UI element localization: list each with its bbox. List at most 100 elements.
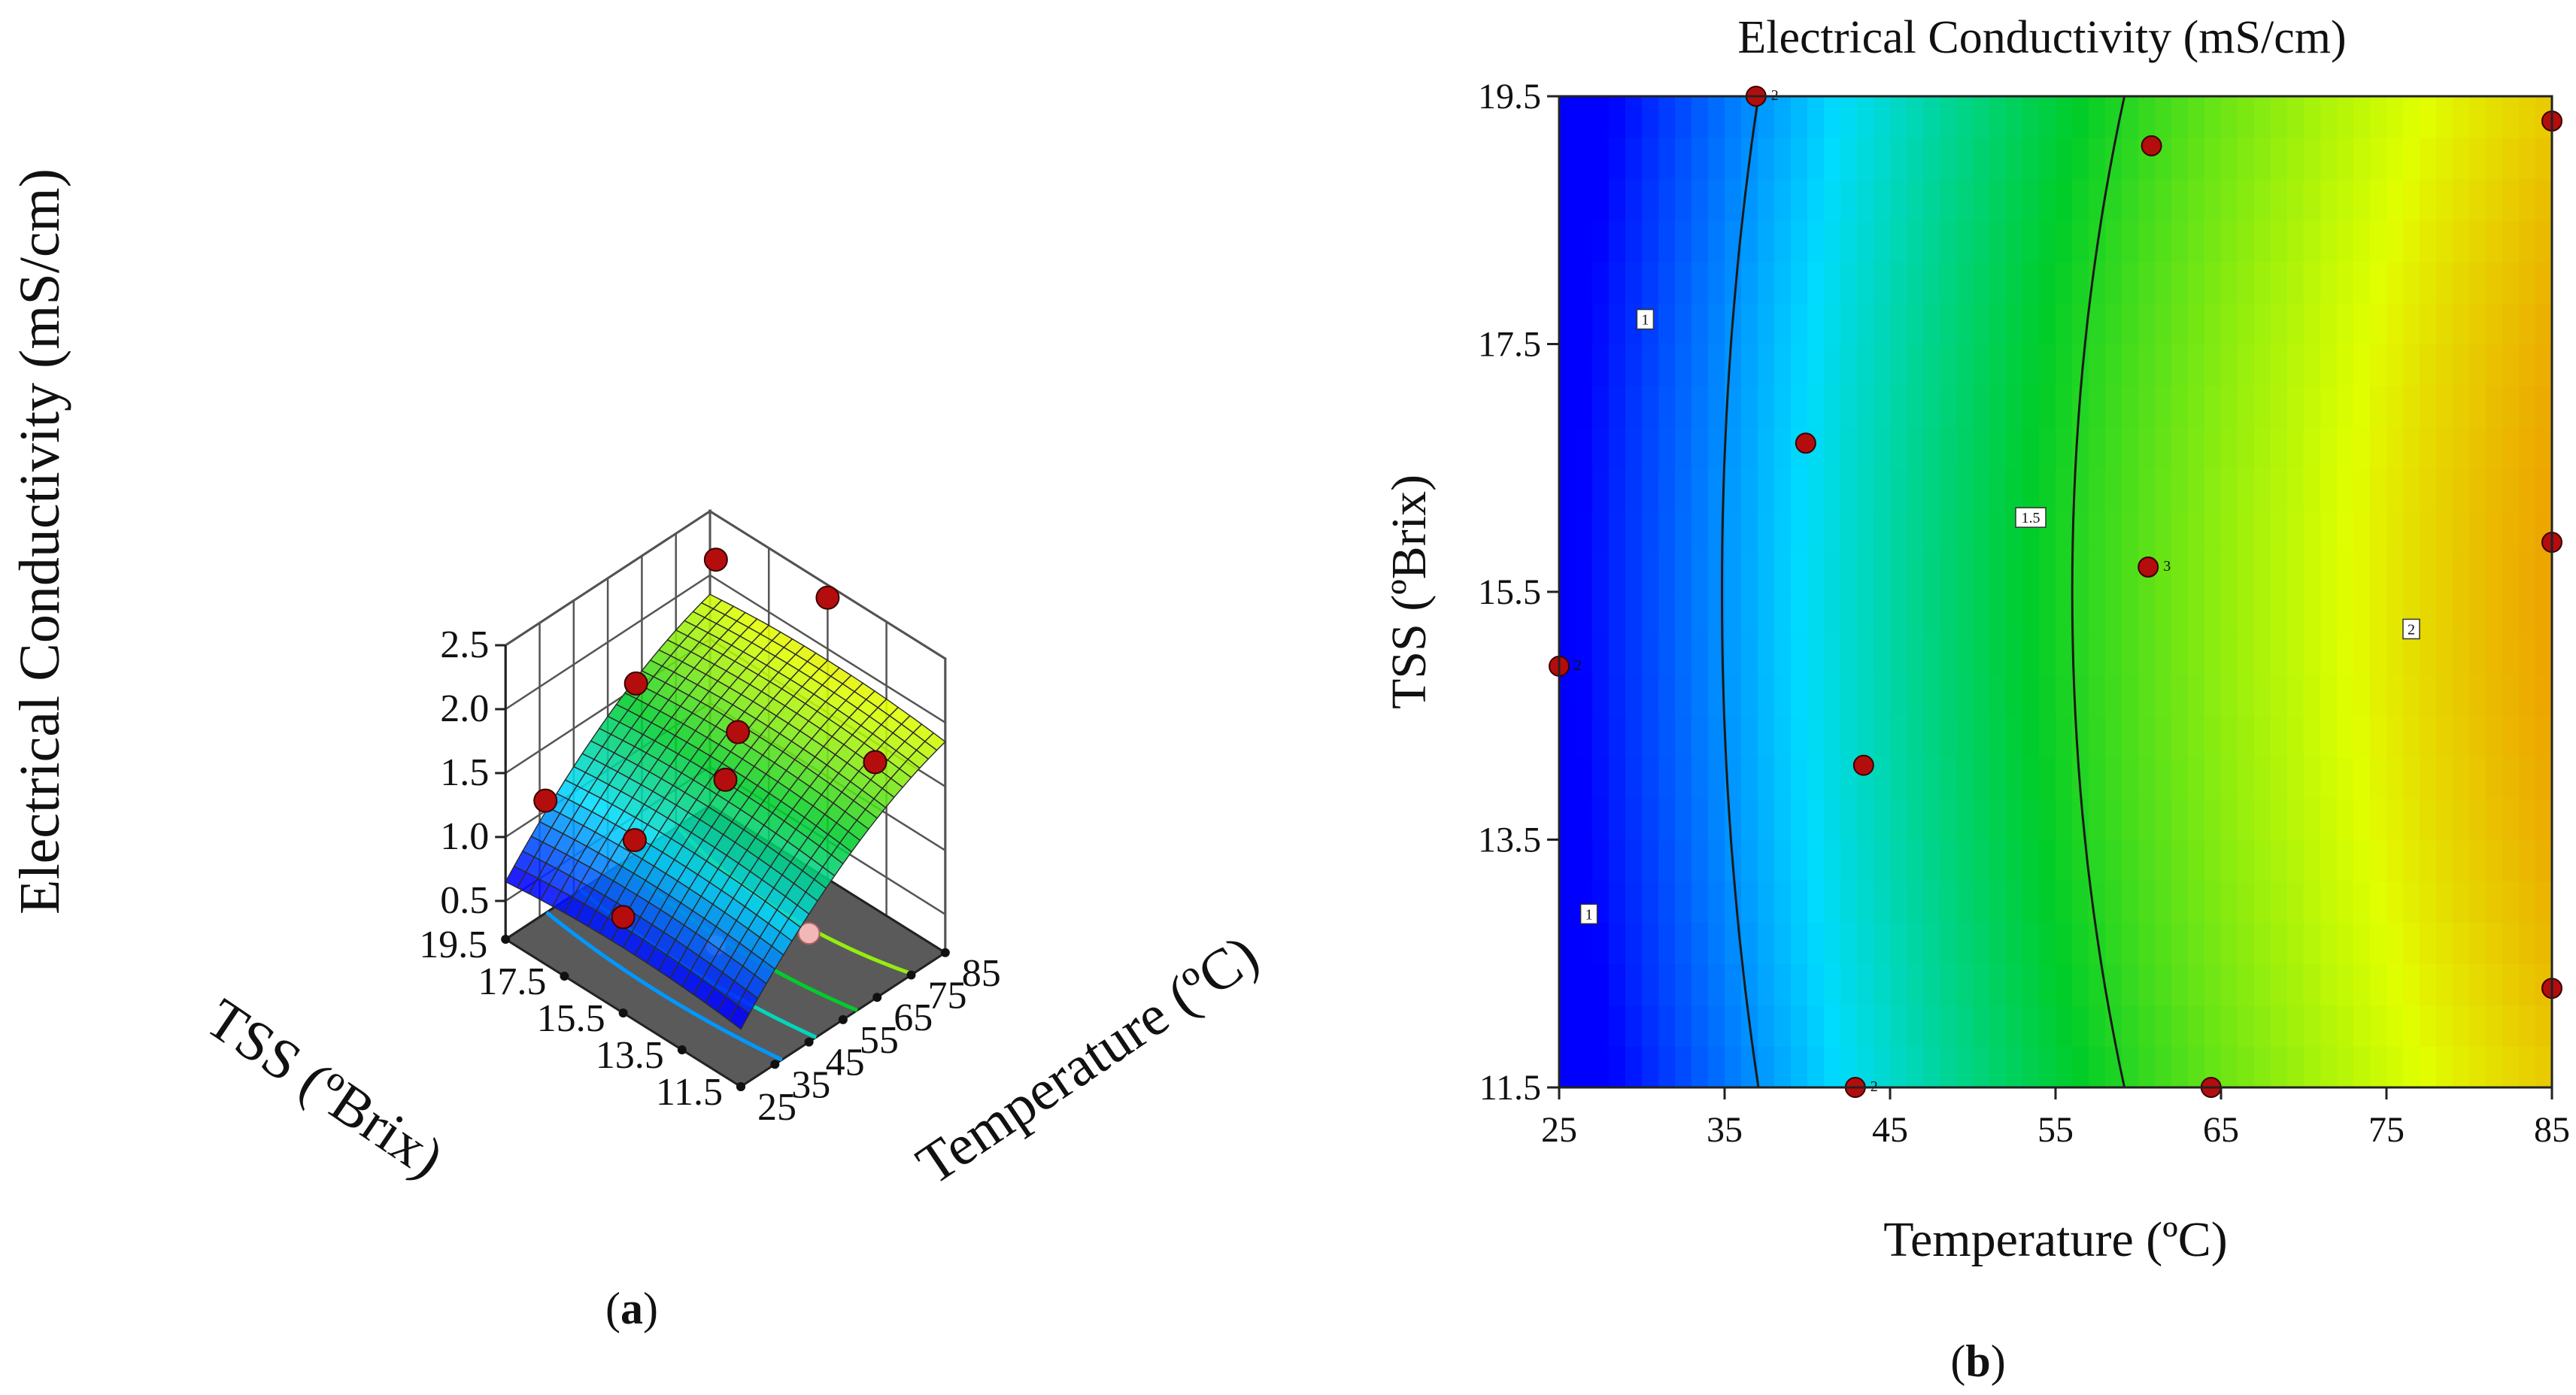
contour-field-cell: [1625, 385, 1643, 428]
contour-field-cell: [2337, 509, 2354, 551]
contour-field-cell: [2221, 839, 2238, 882]
contour-field-cell: [1758, 302, 1775, 345]
contour-field-cell: [2039, 344, 2056, 387]
contour-field-cell: [2386, 757, 2404, 799]
contour-field-cell: [2469, 839, 2486, 882]
contour-field-cell: [1559, 798, 1576, 841]
contour-field-cell: [2221, 922, 2238, 964]
contour-field-cell: [2039, 1046, 2056, 1088]
contour-field-cell: [1874, 137, 1891, 180]
contour-field-cell: [1675, 178, 1692, 221]
contour-field-cell: [2138, 963, 2156, 1005]
surface-cell: [728, 1004, 751, 1030]
contour-field-cell: [2155, 261, 2172, 304]
contour-field-cell: [1956, 550, 1974, 593]
contour-field-cell: [2486, 96, 2503, 138]
contour-field-cell: [2122, 839, 2139, 882]
contour-field-cell: [2072, 632, 2089, 675]
contour-field-cell: [1592, 674, 1610, 717]
contour-field-cell: [2453, 592, 2470, 634]
contour-field-cell: [1890, 592, 1907, 634]
contour-field-cell: [1824, 550, 1841, 593]
contour-field-cell: [2022, 757, 2040, 799]
contour-field-cell: [1592, 632, 1610, 675]
contour-field-cell: [2022, 881, 2040, 923]
contour-field-cell: [2022, 550, 2040, 593]
contour-field-cell: [2502, 757, 2520, 799]
contour-field-cell: [2006, 344, 2023, 387]
contour-field-cell: [2337, 550, 2354, 593]
contour-field-cell: [2535, 302, 2553, 345]
contour-field-cell: [2254, 178, 2271, 221]
contour-field-cell: [1890, 757, 1907, 799]
contour-field-cell: [2188, 674, 2205, 717]
contour-field-cell: [2105, 963, 2122, 1005]
contour-field-cell: [1907, 385, 1924, 428]
contour-field-cell: [2006, 261, 2023, 304]
contour-field-cell: [1625, 963, 1643, 1005]
contour-field-cell: [2105, 344, 2122, 387]
contour-field-cell: [2204, 96, 2222, 138]
contour-field-cell: [1741, 509, 1758, 551]
contour-field-cell: [2436, 839, 2453, 882]
contour-field-cell: [2535, 137, 2553, 180]
contour-field-cell: [1675, 385, 1692, 428]
contour-field-cell: [2072, 757, 2089, 799]
contour-field-cell: [1857, 839, 1874, 882]
contour-field-cell: [2089, 632, 2106, 675]
contour-field-cell: [2138, 592, 2156, 634]
contour-field-cell: [2353, 385, 2371, 428]
contour-field-cell: [2420, 96, 2437, 138]
contour-field-cell: [2056, 426, 2073, 469]
contour-field-cell: [2453, 426, 2470, 469]
contour-field-cell: [2188, 468, 2205, 510]
contour-field-cell: [2221, 592, 2238, 634]
contour-field-cell: [2386, 178, 2404, 221]
contour-field-cell: [1625, 632, 1643, 675]
contour-field-cell: [2370, 137, 2387, 180]
contour-field-cell: [2304, 1046, 2321, 1088]
contour-field-cell: [1725, 715, 1742, 758]
contour-field-cell: [1758, 261, 1775, 304]
contour-field-cell: [2105, 757, 2122, 799]
contour-field-cell: [1791, 137, 1808, 180]
contour-field-cell: [1725, 178, 1742, 221]
contour-field-cell: [1658, 839, 1676, 882]
contour-field-cell: [2370, 509, 2387, 551]
contour-field-cell: [1725, 798, 1742, 841]
contour-field-cell: [1642, 757, 1659, 799]
contour-field-cell: [2469, 426, 2486, 469]
contour-field-cell: [2386, 261, 2404, 304]
contour-field-cell: [1857, 963, 1874, 1005]
contour-field-cell: [2254, 509, 2271, 551]
contour-field-cell: [2304, 261, 2321, 304]
contour-field-cell: [1642, 220, 1659, 262]
contour-field-cell: [2022, 1005, 2040, 1047]
contour-field-cell: [1807, 963, 1825, 1005]
contour-field-cell: [2022, 715, 2040, 758]
contour-field-cell: [1907, 1046, 1924, 1088]
contour-field-cell: [2403, 550, 2420, 593]
contour-field-cell: [2039, 798, 2056, 841]
y-axis-tick: [560, 972, 569, 981]
contour-field-cell: [2403, 261, 2420, 304]
contour-field-cell: [2320, 1005, 2338, 1047]
contour-field-cell: [2486, 798, 2503, 841]
contour-field-cell: [1625, 839, 1643, 882]
contour-field-cell: [2403, 426, 2420, 469]
contour-field-cell: [1658, 963, 1676, 1005]
contour-field-cell: [2453, 261, 2470, 304]
contour-field-cell: [1791, 550, 1808, 593]
contour-field-cell: [2006, 550, 2023, 593]
x-axis-tick: [736, 1082, 745, 1091]
contour-field-cell: [2039, 632, 2056, 675]
contour-field-cell: [2056, 385, 2073, 428]
contour-field-cell: [2469, 922, 2486, 964]
contour-field-cell: [2271, 261, 2288, 304]
contour-field-cell: [2238, 922, 2255, 964]
contour-field-cell: [2287, 881, 2304, 923]
contour-field-cell: [2022, 426, 2040, 469]
contour-field-cell: [2519, 468, 2536, 510]
surface-design-points: [533, 547, 887, 929]
